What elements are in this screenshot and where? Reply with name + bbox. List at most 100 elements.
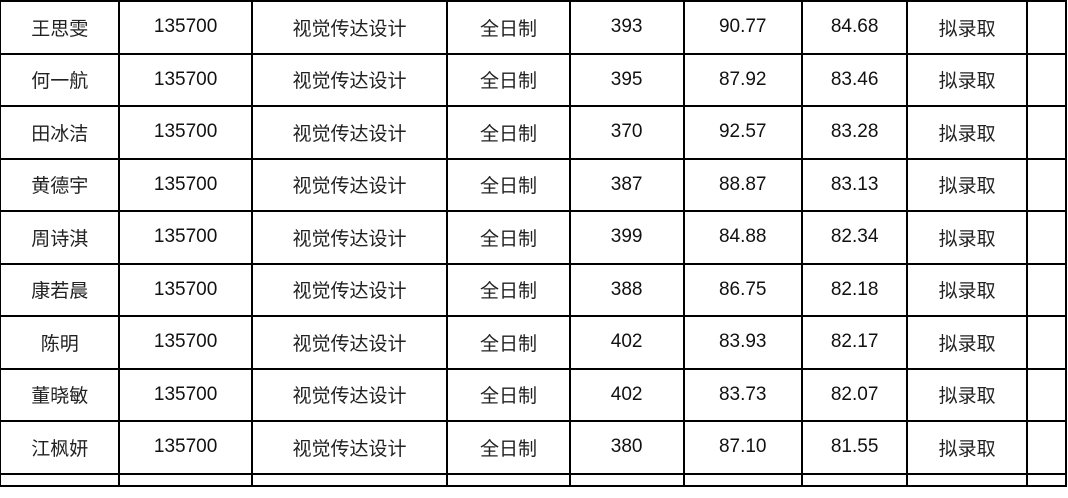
name-cell: 田冰洁 [0,105,121,160]
exam-score-cell: 380 [568,420,685,475]
total-score-cell: 83.13 [800,157,909,212]
major-cell: 视觉传达设计 [250,367,449,422]
name-cell: 康若晨 [0,262,121,317]
retest-score-cell: 92.57 [682,105,803,160]
exam-score-cell: 370 [568,105,685,160]
status-cell: 拟录取 [906,420,1028,475]
code-cell: 135700 [118,367,253,422]
exam-score-cell: 395 [568,52,685,107]
table-row: 陈明 135700 视觉传达设计 全日制 402 83.93 82.17 拟录取 [0,315,1068,370]
mode-cell: 全日制 [446,157,571,212]
status-cell: 拟录取 [906,0,1028,55]
empty-cell [118,472,253,487]
code-cell: 135700 [118,0,253,55]
name-cell: 董晓敏 [0,367,121,422]
empty-cell [1025,210,1068,265]
mode-cell: 全日制 [446,210,571,265]
empty-cell [1025,367,1068,422]
total-score-cell: 83.46 [800,52,909,107]
status-cell: 拟录取 [906,367,1028,422]
exam-score-cell: 393 [568,0,685,55]
admission-table: 王思雯 135700 视觉传达设计 全日制 393 90.77 84.68 拟录取 何一航 135… [0,0,1068,487]
retest-score-cell: 90.77 [682,0,803,55]
total-score-cell: 84.68 [800,0,909,55]
empty-cell [1025,420,1068,475]
exam-score-cell: 388 [568,262,685,317]
total-score-cell: 82.34 [800,210,909,265]
name-cell: 王思雯 [0,0,121,55]
empty-cell [250,472,449,487]
code-cell: 135700 [118,420,253,475]
empty-cell [1025,0,1068,55]
status-cell: 拟录取 [906,210,1028,265]
table-row: 周诗淇 135700 视觉传达设计 全日制 399 84.88 82.34 拟录取 [0,210,1068,265]
status-cell: 拟录取 [906,315,1028,370]
table-body: 王思雯 135700 视觉传达设计 全日制 393 90.77 84.68 拟录取 何一航 135… [0,0,1068,487]
empty-cell [1025,157,1068,212]
total-score-cell: 83.28 [800,105,909,160]
total-score-cell: 82.17 [800,315,909,370]
retest-score-cell: 83.73 [682,367,803,422]
retest-score-cell: 86.75 [682,262,803,317]
mode-cell: 全日制 [446,262,571,317]
empty-cell [0,472,121,487]
retest-score-cell: 88.87 [682,157,803,212]
major-cell: 视觉传达设计 [250,0,449,55]
status-cell: 拟录取 [906,262,1028,317]
code-cell: 135700 [118,105,253,160]
empty-cell [1025,472,1068,487]
table-row: 董晓敏 135700 视觉传达设计 全日制 402 83.73 82.07 拟录取 [0,367,1068,422]
name-cell: 何一航 [0,52,121,107]
mode-cell: 全日制 [446,105,571,160]
mode-cell: 全日制 [446,367,571,422]
major-cell: 视觉传达设计 [250,420,449,475]
retest-score-cell: 87.92 [682,52,803,107]
code-cell: 135700 [118,210,253,265]
exam-score-cell: 399 [568,210,685,265]
empty-cell [568,472,685,487]
retest-score-cell: 84.88 [682,210,803,265]
status-cell: 拟录取 [906,157,1028,212]
code-cell: 135700 [118,262,253,317]
status-cell: 拟录取 [906,105,1028,160]
empty-cell [906,472,1028,487]
empty-cell [1025,315,1068,370]
code-cell: 135700 [118,52,253,107]
exam-score-cell: 387 [568,157,685,212]
table-row: 江枫妍 135700 视觉传达设计 全日制 380 87.10 81.55 拟录取 [0,420,1068,475]
major-cell: 视觉传达设计 [250,52,449,107]
name-cell: 黄德宇 [0,157,121,212]
code-cell: 135700 [118,315,253,370]
empty-cell [1025,262,1068,317]
total-score-cell: 81.55 [800,420,909,475]
mode-cell: 全日制 [446,52,571,107]
retest-score-cell: 87.10 [682,420,803,475]
status-cell: 拟录取 [906,52,1028,107]
name-cell: 陈明 [0,315,121,370]
major-cell: 视觉传达设计 [250,315,449,370]
major-cell: 视觉传达设计 [250,210,449,265]
table-row: 何一航 135700 视觉传达设计 全日制 395 87.92 83.46 拟录取 [0,52,1068,107]
mode-cell: 全日制 [446,315,571,370]
empty-cell [1025,105,1068,160]
exam-score-cell: 402 [568,367,685,422]
mode-cell: 全日制 [446,0,571,55]
code-cell: 135700 [118,157,253,212]
major-cell: 视觉传达设计 [250,157,449,212]
major-cell: 视觉传达设计 [250,105,449,160]
empty-cell [800,472,909,487]
table-row: 康若晨 135700 视觉传达设计 全日制 388 86.75 82.18 拟录取 [0,262,1068,317]
table-row: 黄德宇 135700 视觉传达设计 全日制 387 88.87 83.13 拟录取 [0,157,1068,212]
exam-score-cell: 402 [568,315,685,370]
empty-cell [682,472,803,487]
name-cell: 周诗淇 [0,210,121,265]
name-cell: 江枫妍 [0,420,121,475]
table-row: 田冰洁 135700 视觉传达设计 全日制 370 92.57 83.28 拟录取 [0,105,1068,160]
retest-score-cell: 83.93 [682,315,803,370]
empty-cell [1025,52,1068,107]
mode-cell: 全日制 [446,420,571,475]
total-score-cell: 82.18 [800,262,909,317]
total-score-cell: 82.07 [800,367,909,422]
major-cell: 视觉传达设计 [250,262,449,317]
table-row-partial [0,472,1068,487]
